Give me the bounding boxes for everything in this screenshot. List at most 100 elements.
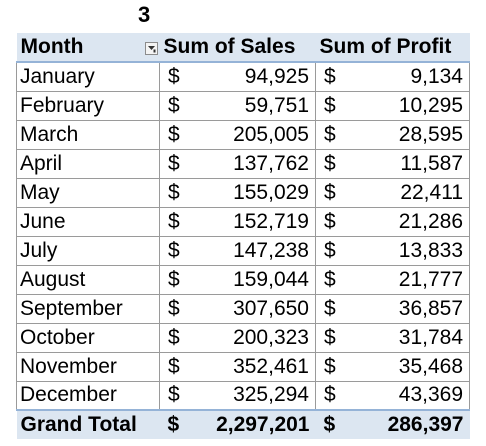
profit-value: 13,833 — [398, 238, 463, 262]
filter-dropdown-icon[interactable] — [144, 42, 158, 55]
month-cell[interactable]: June — [16, 206, 160, 237]
table-row: August $159,044 $21,777 — [16, 264, 470, 295]
profit-cell[interactable]: $21,777 — [315, 264, 470, 295]
profit-cell[interactable]: $10,295 — [315, 90, 470, 121]
currency-symbol: $ — [167, 413, 180, 436]
pivot-table: Month Sum of Sales Sum of Profit January… — [16, 33, 470, 439]
profit-value: 10,295 — [398, 93, 463, 117]
table-row: June $152,719 $21,286 — [16, 206, 470, 237]
profit-value: 11,587 — [400, 151, 463, 175]
profit-cell[interactable]: $35,468 — [315, 351, 470, 382]
table-row: December $325,294 $43,369 — [16, 380, 470, 411]
currency-symbol: $ — [168, 64, 180, 88]
currency-symbol: $ — [168, 296, 180, 320]
table-row: November $352,461 $35,468 — [16, 351, 470, 382]
profit-cell[interactable]: $13,833 — [315, 235, 470, 266]
month-cell[interactable]: May — [16, 177, 160, 208]
sales-value: 325,294 — [233, 383, 309, 407]
profit-value: 31,784 — [398, 325, 463, 349]
pivot-header-row: Month Sum of Sales Sum of Profit — [16, 33, 470, 62]
sales-value: 200,323 — [233, 325, 309, 349]
grand-total-profit: 286,397 — [387, 413, 464, 436]
profit-cell[interactable]: $11,587 — [315, 148, 470, 179]
sales-cell[interactable]: $205,005 — [159, 119, 316, 150]
month-cell[interactable]: November — [16, 351, 160, 382]
profit-value: 36,857 — [398, 296, 463, 320]
profit-cell[interactable]: $22,411 — [315, 177, 470, 208]
sales-cell[interactable]: $59,751 — [159, 90, 316, 121]
month-cell[interactable]: March — [16, 119, 160, 150]
profit-value: 22,411 — [400, 180, 463, 204]
currency-symbol: $ — [168, 151, 180, 175]
table-row: July $147,238 $13,833 — [16, 235, 470, 266]
header-month: Month — [17, 33, 160, 62]
profit-value: 21,286 — [398, 209, 463, 233]
profit-value: 35,468 — [398, 354, 463, 378]
currency-symbol: $ — [168, 383, 180, 407]
currency-symbol: $ — [323, 413, 336, 436]
profit-value: 21,777 — [398, 267, 463, 291]
currency-symbol: $ — [324, 180, 336, 204]
currency-symbol: $ — [168, 93, 180, 117]
currency-symbol: $ — [168, 209, 180, 233]
currency-symbol: $ — [168, 354, 180, 378]
currency-symbol: $ — [324, 238, 336, 262]
profit-cell[interactable]: $9,134 — [315, 61, 470, 92]
currency-symbol: $ — [324, 354, 336, 378]
profit-cell[interactable]: $28,595 — [315, 119, 470, 150]
currency-symbol: $ — [324, 383, 336, 407]
grand-total-sales: 2,297,201 — [216, 413, 310, 436]
sales-value: 152,719 — [233, 209, 309, 233]
table-row: February $59,751 $10,295 — [16, 90, 470, 121]
sales-value: 205,005 — [233, 122, 309, 146]
profit-cell[interactable]: $43,369 — [315, 380, 470, 411]
sales-value: 307,650 — [233, 296, 309, 320]
month-cell[interactable]: October — [16, 322, 160, 353]
grand-total-profit-cell: $ 286,397 — [315, 409, 470, 439]
sales-cell[interactable]: $152,719 — [159, 206, 316, 237]
table-row: October $200,323 $31,784 — [16, 322, 470, 353]
sales-value: 155,029 — [233, 180, 309, 204]
header-month-label: Month — [20, 35, 84, 58]
currency-symbol: $ — [324, 151, 336, 175]
currency-symbol: $ — [324, 209, 336, 233]
sales-cell[interactable]: $94,925 — [159, 61, 316, 92]
sales-cell[interactable]: $325,294 — [159, 380, 316, 411]
sales-value: 137,762 — [233, 151, 309, 175]
currency-symbol: $ — [324, 267, 336, 291]
currency-symbol: $ — [324, 122, 336, 146]
header-profit: Sum of Profit — [319, 35, 452, 58]
profit-value: 28,595 — [398, 122, 463, 146]
month-cell[interactable]: April — [16, 148, 160, 179]
table-row: September $307,650 $36,857 — [16, 293, 470, 324]
currency-symbol: $ — [324, 64, 336, 88]
month-cell[interactable]: August — [16, 264, 160, 295]
month-cell[interactable]: February — [16, 90, 160, 121]
month-cell[interactable]: January — [16, 61, 160, 92]
profit-value: 43,369 — [398, 383, 463, 407]
profit-cell[interactable]: $31,784 — [315, 322, 470, 353]
sales-cell[interactable]: $147,238 — [159, 235, 316, 266]
currency-symbol: $ — [324, 93, 336, 117]
sales-cell[interactable]: $159,044 — [159, 264, 316, 295]
sales-value: 59,751 — [244, 93, 309, 117]
grand-total-label: Grand Total — [16, 409, 160, 439]
table-row: January $94,925 $9,134 — [16, 61, 470, 92]
month-cell[interactable]: September — [16, 293, 160, 324]
sales-cell[interactable]: $137,762 — [159, 148, 316, 179]
currency-symbol: $ — [168, 122, 180, 146]
table-row: April $137,762 $11,587 — [16, 148, 470, 179]
table-row: March $205,005 $28,595 — [16, 119, 470, 150]
profit-cell[interactable]: $21,286 — [315, 206, 470, 237]
profit-cell[interactable]: $36,857 — [315, 293, 470, 324]
month-cell[interactable]: December — [16, 380, 160, 411]
sales-cell[interactable]: $200,323 — [159, 322, 316, 353]
currency-symbol: $ — [324, 296, 336, 320]
sales-cell[interactable]: $352,461 — [159, 351, 316, 382]
sales-value: 147,238 — [233, 238, 309, 262]
currency-symbol: $ — [324, 325, 336, 349]
month-cell[interactable]: July — [16, 235, 160, 266]
sales-cell[interactable]: $155,029 — [159, 177, 316, 208]
table-row: May $155,029 $22,411 — [16, 177, 470, 208]
sales-cell[interactable]: $307,650 — [159, 293, 316, 324]
